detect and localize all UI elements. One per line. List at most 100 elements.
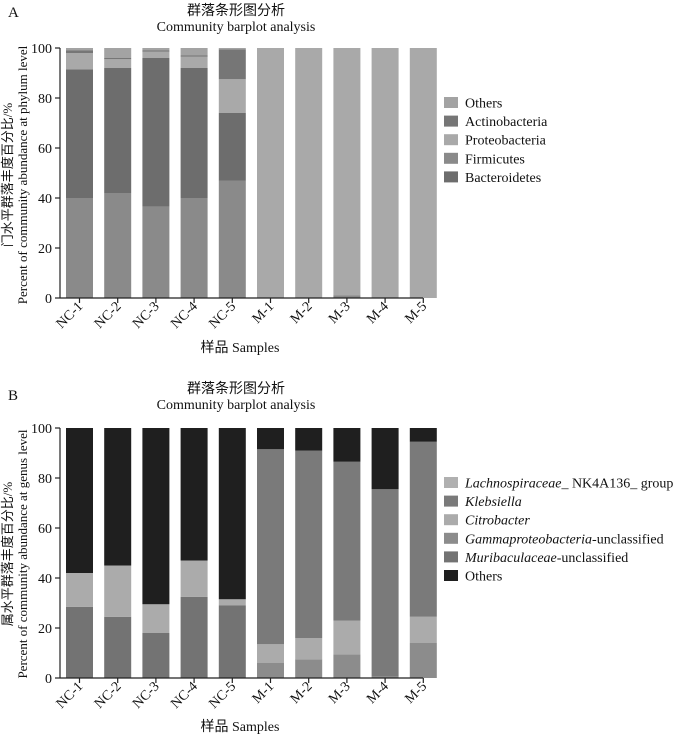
bar-segment-proteobacteria-nc-2 <box>104 59 132 68</box>
x-tick-label-m-2: M-2 <box>288 679 316 707</box>
y-tick-label: 60 <box>38 142 52 157</box>
x-tick-label-m-3: M-3 <box>326 679 354 707</box>
panel-label: B <box>8 388 18 404</box>
bar-segment-others-nc-2 <box>104 48 132 58</box>
x-tick-label-nc-3: NC-3 <box>130 299 163 332</box>
bar-segment-proteobacteria-m-3 <box>333 48 361 296</box>
legend-swatch-actinobacteria <box>444 115 458 127</box>
x-ticks: NC-1 NC-2 NC-3 NC-4 NC-5 M-1 M-2 M-3 M-4 M-5 <box>54 298 430 332</box>
x-axis-label: 样品 Samples <box>201 719 280 735</box>
bar-segment-others-nc-3 <box>142 48 170 51</box>
x-tick-label-nc-4: NC-4 <box>168 679 201 712</box>
bar-segment-gammaproteobacteria-unclassified-m-5 <box>409 643 437 678</box>
x-tick-label-nc-5: NC-5 <box>207 679 240 712</box>
legend-label-citrobacter: Citrobacter <box>465 514 530 529</box>
bar-segment-actinobacteria-nc-5 <box>218 49 246 80</box>
bar-segment-citrobacter-nc-5 <box>218 599 246 606</box>
chart-subtitle: Community barplot analysis <box>157 20 316 35</box>
legend-label-lachnospiraceae: Lachnospiraceae_ NK4A136_ group <box>464 477 673 492</box>
y-tick-label: 20 <box>38 622 52 637</box>
bar-segment-actinobacteria-nc-1 <box>66 50 93 53</box>
legend-label-proteobacteria: Proteobacteria <box>465 134 547 149</box>
bar-segment-gammaproteobacteria-unclassified-m-4 <box>371 676 399 678</box>
y-tick-label: 60 <box>38 522 52 537</box>
bar-segment-others-nc-1 <box>66 428 93 573</box>
bar-segment-others-nc-2 <box>104 428 132 566</box>
x-tick-label-m-1: M-1 <box>250 299 278 327</box>
legend-swatch-muribaculaceae <box>444 551 458 563</box>
bar-segment-actinobacteria-nc-2 <box>104 58 132 60</box>
bar-segment-bacteroidetes-nc-2 <box>104 193 132 298</box>
bar-segment-others-m-5 <box>409 428 437 442</box>
bar-segment-muribaculaceae-unclassified-nc-2 <box>104 616 132 678</box>
x-tick-label-m-5: M-5 <box>402 299 430 327</box>
x-ticks: NC-1 NC-2 NC-3 NC-4 NC-5 M-1 M-2 M-3 M-4 M-5 <box>54 678 430 712</box>
y-ticks: 0 20 40 60 80 100 <box>31 422 60 687</box>
bar-segment-proteobacteria-m-4 <box>371 48 399 298</box>
legend-swatch-bacteroidetes <box>444 171 458 183</box>
legend-label-firmicutes: Firmicutes <box>465 152 525 167</box>
bar-segment-others-nc-3 <box>142 428 170 605</box>
legend-label-muribaculaceae: Muribaculaceae-unclassified <box>464 551 628 566</box>
x-tick-label-m-4: M-4 <box>364 679 392 707</box>
bar-segment-gammaproteobacteria-unclassified-m-3 <box>333 654 361 678</box>
bar-segment-others-nc-5 <box>218 428 246 600</box>
legend-swatch-gammaproteobacteria <box>444 532 458 544</box>
bar-segment-gammaproteobacteria-unclassified-m-2 <box>295 659 323 678</box>
legend-swatch-others <box>444 570 458 581</box>
bar-segment-others-nc-4 <box>180 48 208 56</box>
legend-label-others: Others <box>465 570 502 585</box>
legend: Lachnospiraceae_ NK4A136_ group Klebsiell… <box>444 477 673 585</box>
legend-swatch-firmicutes <box>444 152 458 164</box>
y-tick-label: 80 <box>38 92 52 107</box>
x-tick-label-nc-3: NC-3 <box>130 679 163 712</box>
bar-segment-proteobacteria-nc-4 <box>180 56 208 68</box>
bar-segment-klebsiella-m-3 <box>333 461 361 621</box>
bar-segment-muribaculaceae-unclassified-nc-4 <box>180 596 208 678</box>
bar-segment-bacteroidetes-nc-1 <box>66 198 93 298</box>
legend-label-bacteroidetes: Bacteroidetes <box>465 171 541 186</box>
bar-segment-bacteroidetes-nc-3 <box>142 206 170 298</box>
x-tick-label-nc-2: NC-2 <box>92 679 125 712</box>
panel-a: A 群落条形图分析 Community barplot analysis 门水平… <box>0 2 548 356</box>
legend-label-others: Others <box>465 97 502 112</box>
bar-segment-citrobacter-nc-4 <box>180 560 208 597</box>
legend-label-gammaproteobacteria: Gammaproteobacteria-unclassified <box>465 532 664 547</box>
bar-segment-proteobacteria-nc-1 <box>66 53 93 70</box>
bars-group <box>66 428 437 678</box>
chart-subtitle: Community barplot analysis <box>157 398 316 413</box>
bar-segment-others-m-2 <box>295 428 323 451</box>
x-tick-label-nc-1: NC-1 <box>54 679 87 712</box>
x-tick-label-m-3: M-3 <box>326 299 354 327</box>
legend-swatch-proteobacteria <box>444 134 458 146</box>
bar-segment-citrobacter-nc-3 <box>142 604 170 633</box>
bar-segment-firmicutes-nc-4 <box>180 68 208 198</box>
y-tick-label: 100 <box>31 422 52 437</box>
y-tick-label: 80 <box>38 472 52 487</box>
legend-swatch-klebsiella <box>444 495 458 507</box>
x-axis-label: 样品 Samples <box>201 340 280 356</box>
bar-segment-citrobacter-m-1 <box>257 644 284 663</box>
bar-segment-citrobacter-m-2 <box>295 638 323 660</box>
bar-segment-proteobacteria-nc-3 <box>142 51 170 58</box>
chart-title: 群落条形图分析 <box>187 380 285 397</box>
bar-segment-actinobacteria-nc-3 <box>142 50 170 52</box>
bar-segment-gammaproteobacteria-unclassified-m-1 <box>257 663 284 678</box>
y-ticks: 0 20 40 60 80 100 <box>31 42 60 307</box>
bar-segment-klebsiella-m-4 <box>371 489 399 677</box>
bar-segment-proteobacteria-m-2 <box>295 48 323 298</box>
y-tick-label: 40 <box>38 192 52 207</box>
legend-label-klebsiella: Klebsiella <box>464 495 522 510</box>
x-tick-label-m-1: M-1 <box>250 679 278 707</box>
panel-label: A <box>8 5 19 21</box>
bar-segment-others-nc-4 <box>180 428 208 561</box>
bar-segment-bacteroidetes-nc-5 <box>218 180 246 298</box>
bar-segment-muribaculaceae-unclassified-nc-1 <box>66 606 93 678</box>
y-tick-label: 40 <box>38 572 52 587</box>
bar-segment-firmicutes-nc-5 <box>218 113 246 181</box>
x-tick-label-m-2: M-2 <box>288 299 316 327</box>
y-tick-label: 20 <box>38 242 52 257</box>
x-tick-label-nc-2: NC-2 <box>92 299 125 332</box>
y-axis-label-cn: 属水平群落丰度百分比/% <box>0 482 15 627</box>
